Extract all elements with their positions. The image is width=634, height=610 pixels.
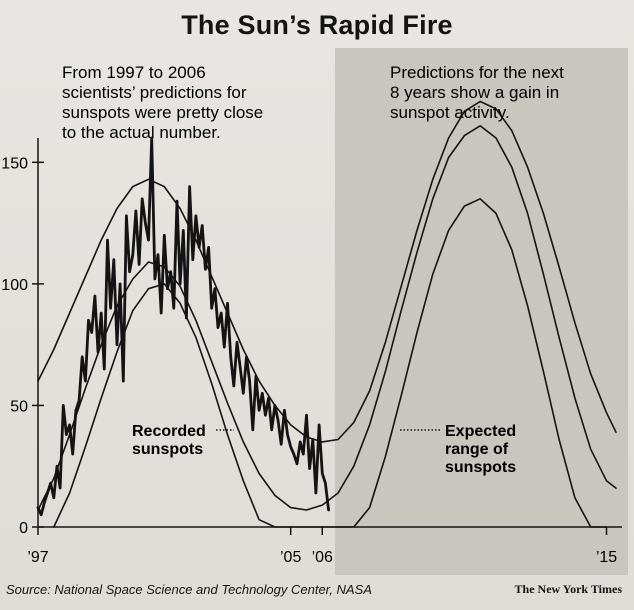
recorded-label-line-2: sunspots (132, 441, 203, 458)
prediction-line-2 (37, 125, 617, 511)
y-tick-label: 150 (1, 155, 28, 172)
x-tick-label: ’05 (280, 549, 301, 566)
left-note-line-3: sunspots were pretty close (62, 103, 263, 122)
x-tick-label: ’15 (596, 549, 617, 566)
y-tick-label: 100 (1, 277, 28, 294)
y-tick-label: 0 (19, 520, 28, 537)
expected-label-line-1: Expected (445, 423, 516, 440)
right-note-line-3: sunspot activity. (390, 103, 510, 122)
right-note-line-1: Predictions for the next (390, 63, 564, 82)
credit-line: The New York Times (514, 582, 622, 596)
forecast-shade (334, 48, 628, 575)
left-note-line-1: From 1997 to 2006 (62, 63, 206, 82)
expected-label-line-2: range of (445, 441, 509, 458)
y-axis: 0 50 100 150 (1, 138, 44, 537)
prediction-line-1 (37, 100, 617, 443)
expected-label-line-3: sunspots (445, 459, 516, 476)
prediction-line-3 (52, 198, 608, 528)
x-tick-label: ’97 (27, 549, 48, 566)
recorded-label-line-1: Recorded (132, 423, 206, 440)
chart-lines (36, 100, 617, 528)
page-title: The Sun’s Rapid Fire (181, 10, 453, 40)
left-note-line-4: to the actual number. (62, 123, 221, 142)
right-note-line-2: 8 years show a gain in (390, 83, 559, 102)
left-note-line-2: scientists’ predictions for (62, 83, 247, 102)
recorded-sunspots-line (36, 136, 331, 517)
y-tick-label: 50 (10, 398, 28, 415)
source-note: Source: National Space Science and Techn… (6, 582, 372, 597)
x-tick-label: ’06 (312, 549, 333, 566)
